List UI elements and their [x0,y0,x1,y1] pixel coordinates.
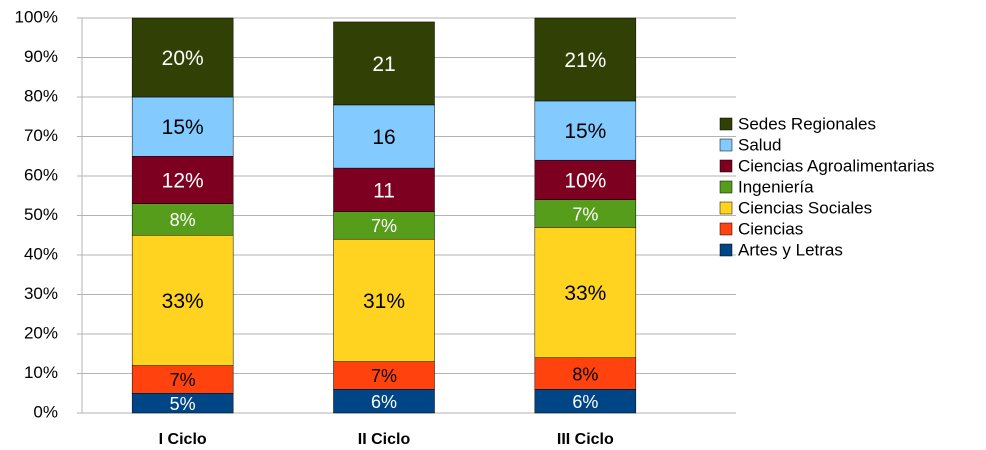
bar-segment [131,96,234,157]
data-label: 8% [572,364,598,384]
legend-swatch [719,138,733,152]
bar-segment [534,159,637,200]
y-tick-label: 70% [24,126,58,145]
legend-label: Salud [738,135,781,154]
y-tick-label: 80% [24,86,58,105]
x-tick-label: II Ciclo [358,431,411,448]
legend-label: Ingeniería [738,177,814,196]
legend-swatch [719,222,733,236]
bar-segment [333,167,435,212]
data-label: 20% [162,47,204,70]
legend-swatch [719,117,733,131]
legend-swatch [719,243,733,257]
legend-swatch [719,159,733,173]
data-label: 7% [572,204,598,224]
bar-segment [534,199,637,228]
data-label: 6% [371,392,397,412]
legend-label: Ciencias Agroalimentarias [738,156,935,175]
legend-swatch [719,180,733,194]
data-label: 15% [564,120,606,143]
data-label: 33% [564,282,606,305]
legend-label: Sedes Regionales [738,114,876,133]
legend-label: Ciencias Sociales [738,198,872,217]
bar-segment [131,156,234,204]
bar-segment [534,357,637,390]
bar-segment [131,17,234,98]
legend-swatch [719,201,733,215]
bar-segment [333,238,435,362]
bar-segment [333,361,435,390]
data-label: 5% [170,394,196,414]
data-label: 16 [372,126,395,149]
x-tick-label: I Ciclo [159,431,207,448]
y-tick-label: 30% [24,284,58,303]
data-label: 15% [162,116,204,139]
y-tick-label: 50% [24,205,58,224]
y-tick-label: 60% [24,165,58,184]
data-label: 11 [373,179,395,202]
data-label: 12% [162,169,204,192]
y-tick-label: 100% [15,7,58,26]
data-label: 8% [170,210,196,230]
x-tick-label: III Ciclo [557,431,614,448]
data-label: 21% [564,49,606,72]
y-tick-label: 40% [24,244,58,263]
data-label: 10% [564,169,606,192]
bar-segment [534,227,637,358]
data-label: 7% [170,370,196,390]
data-label: 21 [372,53,395,76]
bar-segment [131,203,234,236]
bar-segment [131,235,234,366]
y-tick-label: 10% [24,363,58,382]
data-label: 31% [363,290,405,313]
y-tick-label: 20% [24,323,58,342]
legend-label: Ciencias [738,219,803,238]
legend-label: Artes y Letras [738,240,843,259]
data-label: 6% [572,392,598,412]
y-tick-label: 90% [24,47,58,66]
data-label: 33% [162,290,204,313]
data-label: 7% [371,366,397,386]
bar-segment [534,17,637,102]
y-tick-label: 0% [33,402,58,421]
bar-segment [333,211,435,240]
bar-segment [333,104,435,169]
data-label: 7% [371,216,397,236]
bar-segment [131,365,234,394]
bar-segment [534,100,637,161]
bar-segment [333,21,435,106]
